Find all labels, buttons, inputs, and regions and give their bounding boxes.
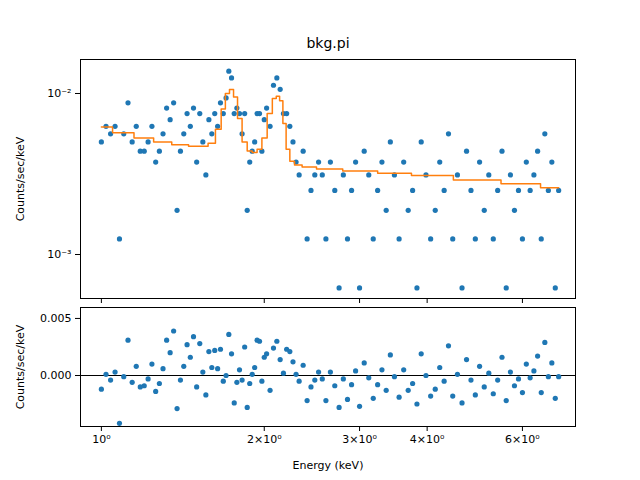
svg-text:bkg.pi: bkg.pi: [306, 35, 349, 51]
svg-text:10⁰: 10⁰: [92, 433, 111, 446]
svg-text:Counts/sec/keV: Counts/sec/keV: [14, 136, 27, 221]
svg-text:0.000: 0.000: [40, 369, 72, 382]
svg-text:3×10⁰: 3×10⁰: [342, 433, 377, 446]
svg-text:10⁻²: 10⁻²: [47, 87, 71, 100]
svg-text:10⁻³: 10⁻³: [47, 248, 71, 261]
svg-text:4×10⁰: 4×10⁰: [410, 433, 445, 446]
svg-text:6×10⁰: 6×10⁰: [505, 433, 540, 446]
svg-text:2×10⁰: 2×10⁰: [247, 433, 282, 446]
svg-text:Counts/sec/keV: Counts/sec/keV: [14, 324, 27, 409]
svg-text:0.005: 0.005: [40, 312, 72, 325]
svg-text:Energy (keV): Energy (keV): [293, 459, 364, 472]
